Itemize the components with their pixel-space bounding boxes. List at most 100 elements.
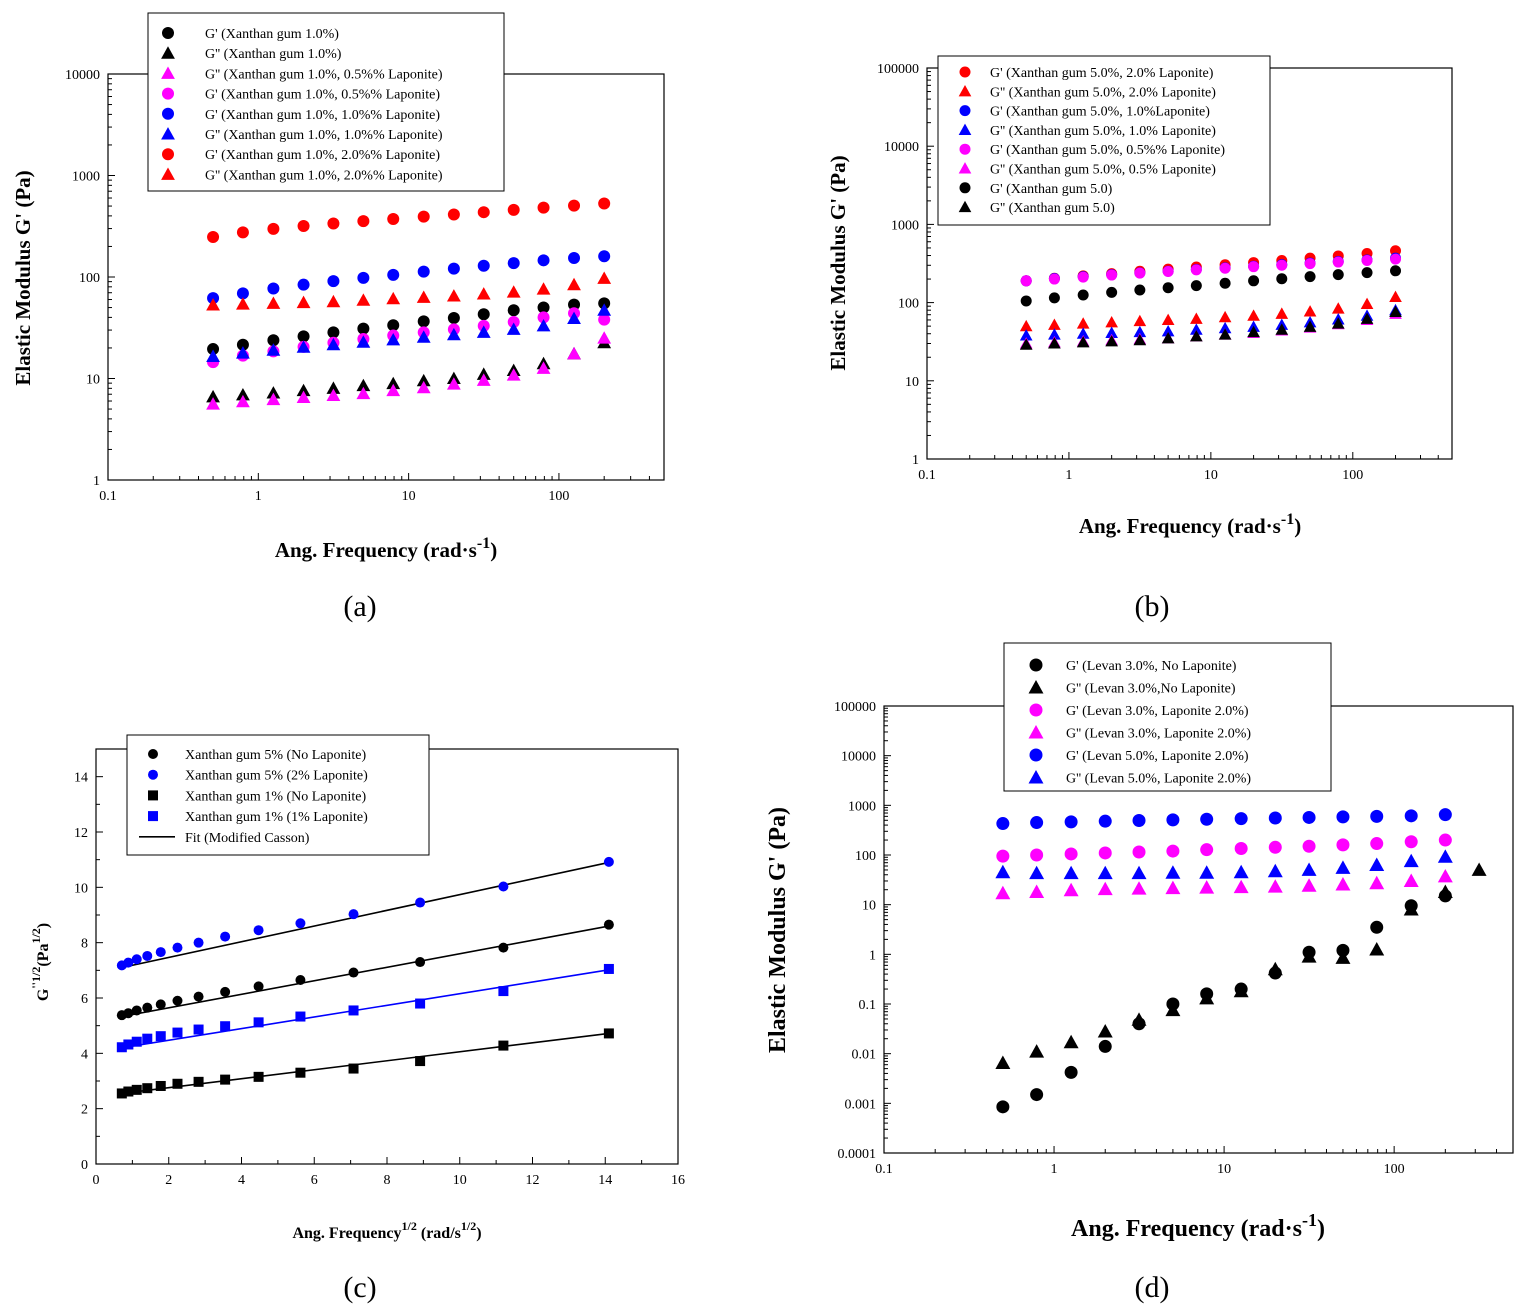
data-point	[266, 392, 281, 406]
data-points-a	[206, 197, 612, 410]
data-point	[296, 383, 311, 397]
legend-label: G' (Xanthan gum 5.0%, 2.0% Laponite)	[990, 66, 1214, 81]
data-point	[506, 322, 521, 335]
data-point	[1276, 273, 1288, 285]
data-point	[1030, 848, 1044, 862]
x-tick-label: 1	[1051, 1162, 1058, 1177]
data-point	[1019, 329, 1033, 341]
data-point	[206, 389, 220, 403]
legend-label: Xanthan gum 1% (No Laponite)	[185, 789, 367, 804]
data-point	[1437, 849, 1453, 863]
data-point	[348, 967, 359, 978]
x-tick-label: 6	[311, 1173, 318, 1188]
data-point	[220, 931, 231, 942]
data-point	[1218, 310, 1232, 323]
data-point	[236, 346, 250, 359]
legend-label: G' (Xanthan gum 1.0%)	[205, 27, 339, 42]
data-point	[193, 991, 204, 1002]
panel-label-a: (a)	[343, 590, 376, 623]
data-point	[386, 376, 401, 390]
y-tick-label: 1	[869, 948, 876, 963]
data-point	[1131, 1012, 1147, 1026]
panel-label-b: (b)	[1135, 590, 1170, 623]
data-point	[1048, 273, 1060, 285]
y-tick-label: 10000	[65, 68, 100, 83]
data-point	[1199, 880, 1215, 894]
data-point	[537, 254, 550, 267]
data-point	[193, 937, 204, 948]
data-point	[1267, 863, 1283, 878]
legend-label: G' (Xanthan gum 1.0%, 2.0%% Laponite)	[205, 148, 440, 163]
data-point	[416, 330, 431, 343]
data-point	[498, 1040, 509, 1051]
data-point	[1403, 902, 1419, 916]
legend-marker	[958, 162, 972, 174]
data-point	[172, 995, 183, 1006]
data-point	[326, 337, 341, 351]
legend-marker	[161, 167, 175, 180]
data-point	[1370, 920, 1384, 934]
x-tick-label: 2	[165, 1173, 172, 1188]
data-point	[1390, 253, 1402, 265]
fit-line	[121, 968, 610, 1049]
y-tick-label: 1	[93, 474, 100, 489]
data-point	[236, 394, 250, 408]
legend-c: Xanthan gum 5% (No Laponite) Xanthan gum …	[126, 734, 430, 856]
data-point	[220, 1074, 231, 1085]
y-tick-label: 12	[74, 826, 88, 841]
data-point	[996, 817, 1010, 831]
data-point	[1076, 317, 1090, 329]
legend-label: G'' (Levan 5.0%, Laponite 2.0%)	[1066, 772, 1251, 787]
data-point	[356, 386, 371, 400]
x-tick-label: 12	[526, 1173, 540, 1188]
data-point	[536, 282, 551, 295]
y-tick-label: 0	[81, 1158, 88, 1173]
y-axis-label-d: Elastic Modulus G' (Pa)	[765, 807, 791, 1053]
panel-c: 0 2 4 6 8 10 12 14 16 0 2 4 6 8 10 12 14 Xanthan gum 5% …	[29, 734, 685, 1304]
data-point	[1165, 865, 1181, 879]
data-point	[297, 330, 310, 343]
x-tick-label: 0.1	[918, 468, 936, 483]
data-point	[296, 295, 311, 309]
data-point	[1200, 812, 1214, 826]
data-point	[417, 315, 430, 328]
x-axis-label-b: Ang. Frequency (rad·s-1)	[1079, 511, 1301, 538]
data-point	[1304, 271, 1316, 283]
data-point	[995, 1055, 1011, 1069]
data-point	[236, 226, 249, 239]
data-point	[476, 287, 491, 300]
legend-label: G'' (Levan 3.0%, Laponite 2.0%)	[1066, 727, 1251, 742]
data-point	[1438, 833, 1452, 847]
panel-label-c: (c)	[343, 1271, 376, 1304]
data-point	[1134, 284, 1146, 296]
legend-label: G'' (Xanthan gum 1.0%)	[205, 47, 342, 62]
legend-marker	[959, 182, 971, 194]
data-point	[507, 203, 520, 216]
data-point	[996, 849, 1010, 863]
data-point	[1219, 277, 1231, 289]
data-point	[1336, 838, 1350, 852]
data-point	[123, 957, 134, 968]
y-tick-label: 10	[74, 881, 88, 896]
data-point	[603, 856, 614, 867]
x-tick-label: 100	[1342, 468, 1363, 483]
data-point	[220, 986, 231, 997]
data-point	[415, 1056, 426, 1067]
data-point	[1048, 292, 1060, 304]
axis-ticks-c: 0 2 4 6 8 10 12 14 16 0 2 4 6 8 10 12 14	[74, 771, 685, 1188]
y-tick-label: 0.001	[845, 1097, 877, 1112]
legend-marker	[959, 105, 971, 117]
data-point	[357, 271, 370, 284]
data-point	[416, 380, 431, 394]
x-tick-label: 1	[255, 489, 262, 504]
y-tick-label: 1000	[72, 170, 100, 185]
legend-label: G' (Levan 3.0%, Laponite 2.0%)	[1066, 704, 1249, 719]
data-point	[155, 999, 166, 1010]
data-point	[597, 303, 612, 316]
data-point	[995, 885, 1011, 900]
fit-line	[121, 861, 610, 969]
data-point	[446, 327, 461, 341]
data-point	[476, 325, 491, 338]
legend-label: G' (Xanthan gum 5.0%, 0.5%% Laponite)	[990, 143, 1225, 158]
